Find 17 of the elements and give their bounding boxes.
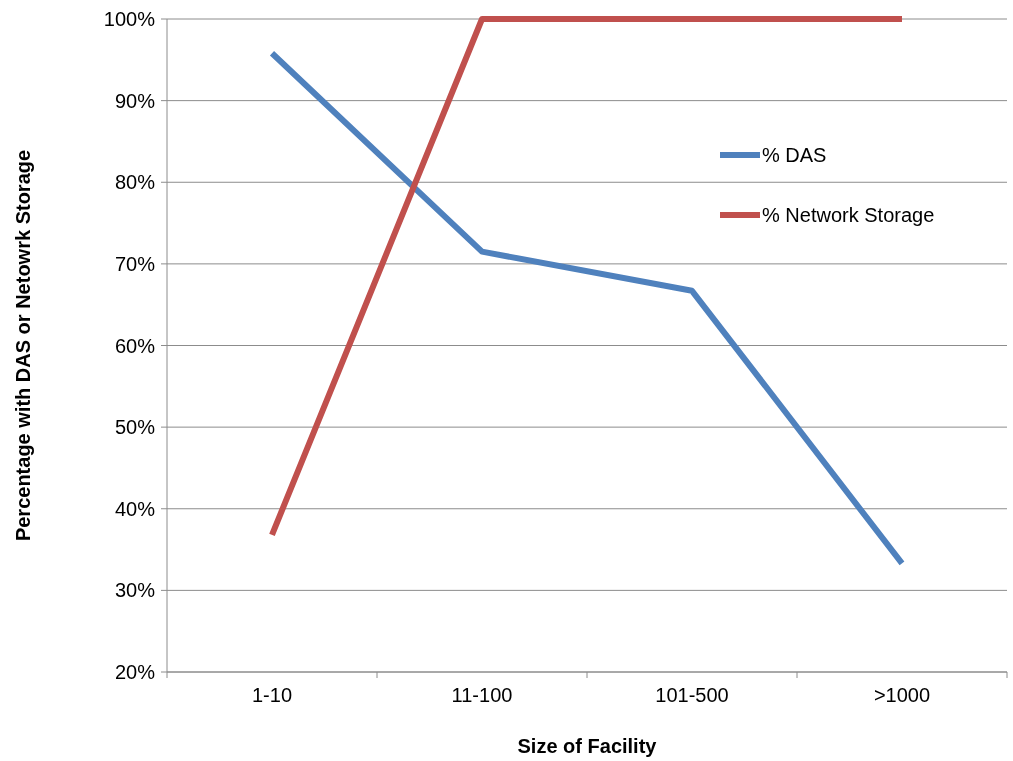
y-tick-label: 30%: [114, 579, 156, 602]
y-axis-title: Percentage with DAS or Netowrk Storage: [12, 149, 34, 542]
y-tick-label: 40%: [114, 497, 156, 520]
x-tick-label: 1-10: [251, 684, 293, 706]
y-tick-label: 90%: [114, 89, 156, 112]
x-tick-label: 101-500: [655, 684, 729, 706]
x-axis-title: Size of Facility: [517, 735, 658, 757]
y-tick-label: 20%: [114, 661, 156, 683]
y-tick-label: 50%: [114, 416, 156, 439]
legend-label: % Network Storage: [762, 204, 935, 226]
x-tick-label: >1000: [873, 684, 931, 706]
y-tick-label: 80%: [114, 171, 156, 194]
y-tick-label: 60%: [114, 334, 156, 357]
y-tick-label: 100%: [103, 8, 156, 30]
x-tick-label: 11-100: [451, 684, 513, 706]
y-tick-label: 70%: [114, 252, 156, 275]
legend-label: % DAS: [762, 144, 827, 166]
